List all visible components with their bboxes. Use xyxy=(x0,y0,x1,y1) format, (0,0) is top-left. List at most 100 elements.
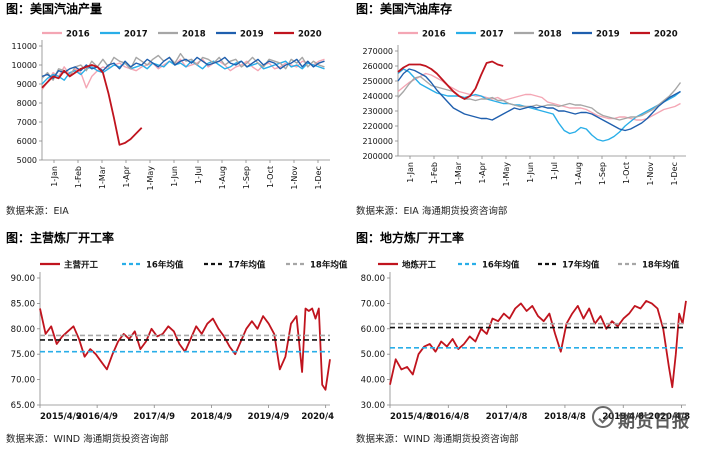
x-tick-label: 1-Jan xyxy=(50,166,59,187)
x-tick-label: 2019/4/8 xyxy=(602,412,644,422)
x-tick-label: 1-Jul xyxy=(550,162,559,180)
x-tick-label: 1-Sep xyxy=(242,166,251,189)
legend-label: 2017 xyxy=(480,30,504,40)
legend-label: 2019 xyxy=(596,30,620,40)
wechat-logo-icon xyxy=(592,406,614,428)
y-tick-label: 80.00 xyxy=(361,274,385,284)
x-tick-label: 1-Nov xyxy=(290,166,299,190)
legend-label: 18年均值 xyxy=(642,260,680,271)
legend-label: 2019 xyxy=(240,30,264,40)
x-tick-label: 1-Mar xyxy=(98,165,107,189)
chart-title: 图：主营炼厂开工率 xyxy=(6,231,115,245)
x-tick-label: 1-Jun xyxy=(526,162,535,183)
y-tick-label: 65.00 xyxy=(11,401,35,411)
y-tick-label: 10000 xyxy=(12,61,37,70)
y-tick-label: 9000 xyxy=(17,80,37,89)
legend-label: 2018 xyxy=(538,30,562,40)
y-tick-label: 270000 xyxy=(362,47,393,56)
y-tick-label: 260000 xyxy=(362,62,393,71)
gasoline-production-chart: 5000 6000 7000 8000 9000 10000 11000 1-Jan 1-Feb… xyxy=(12,30,330,191)
y-tick-label: 60.00 xyxy=(361,325,385,335)
legend-label: 16年均值 xyxy=(482,260,520,271)
y-tick-label: 50.00 xyxy=(361,350,385,360)
chart-panel-local-refinery-rate: 图：地方炼厂开工率 30.00 40.00 50.00 60.00 70.00 80.00… xyxy=(350,227,706,449)
legend-label: 18年均值 xyxy=(310,260,348,271)
series-line xyxy=(39,307,331,391)
x-tick-label: 1-Sep xyxy=(598,162,607,185)
y-tick-label: 210000 xyxy=(362,137,393,146)
x-tick-label: 2015/4/9 xyxy=(40,412,82,422)
chart-panel-main-refinery-rate: 图：主营炼厂开工率 65.00 70.00 75.00 80.00 85.00 90.00… xyxy=(0,227,350,449)
y-tick-label: 40.00 xyxy=(361,376,385,386)
y-tick-label: 220000 xyxy=(362,122,393,131)
y-tick-label: 5000 xyxy=(17,156,37,165)
x-tick-label: 1-Feb xyxy=(430,162,439,184)
chart-title: 图：美国汽油库存 xyxy=(356,2,453,16)
legend-label: 地炼开工 xyxy=(402,260,437,271)
chart-source: 数据来源：WIND 海通期货投资咨询部 xyxy=(356,434,519,445)
legend-label: 16年均值 xyxy=(146,260,184,271)
y-tick-label: 6000 xyxy=(17,137,37,146)
legend-label: 17年均值 xyxy=(562,260,600,271)
x-tick-label: 1-Dec xyxy=(670,162,679,185)
y-tick-label: 30.00 xyxy=(361,401,385,411)
x-tick-label: 1-Oct xyxy=(622,162,631,184)
watermark: 期货日报 xyxy=(588,404,698,432)
gasoline-inventory-chart: 200000 210000 220000 230000 240000 250000 2600… xyxy=(362,30,686,187)
x-tick-label: 1-Feb xyxy=(74,166,83,188)
y-tick-label: 11000 xyxy=(12,42,37,51)
y-tick-label: 90.00 xyxy=(11,274,35,284)
x-tick-label: 2017/4/8 xyxy=(486,412,528,422)
x-tick-label: 2016/4/8 xyxy=(427,412,469,422)
legend-label: 2016 xyxy=(422,30,446,40)
x-tick-label: 1-Mar xyxy=(454,161,463,185)
x-tick-label: 1-May xyxy=(502,162,511,187)
x-tick-label: 1-Nov xyxy=(646,162,655,186)
series-line xyxy=(397,68,681,142)
series-line xyxy=(397,75,682,121)
y-tick-label: 70.00 xyxy=(11,376,35,386)
y-tick-label: 240000 xyxy=(362,92,393,101)
x-tick-label: 1-Jun xyxy=(170,166,179,187)
y-tick-label: 230000 xyxy=(362,107,393,116)
legend-label: 17年均值 xyxy=(228,260,266,271)
series-line xyxy=(41,64,143,146)
x-tick-label: 2020/4/8 xyxy=(648,412,690,422)
chart-title: 图：地方炼厂开工率 xyxy=(356,231,465,245)
x-tick-label: 1-Aug xyxy=(574,162,583,185)
y-tick-label: 7000 xyxy=(17,118,37,127)
series-line xyxy=(397,60,504,100)
chart-panel-gasoline-inventory: 图：美国汽油库存 200000 210000 220000 230000 240000 2… xyxy=(350,0,706,220)
legend-label: 2020 xyxy=(654,30,678,40)
legend-label: 2020 xyxy=(298,30,322,40)
chart-source: 数据来源：EIA xyxy=(6,206,69,217)
x-tick-label: 2016/4/9 xyxy=(76,412,118,422)
watermark-text: 期货日报 xyxy=(618,412,690,432)
legend-label: 主营开工 xyxy=(64,260,99,271)
x-tick-label: 2019/4/9 xyxy=(248,412,290,422)
y-tick-label: 250000 xyxy=(362,77,393,86)
chart-panel-gasoline-production: 图：美国汽油产量 5000 6000 7000 8000 9000 10000 11000 1… xyxy=(0,0,350,220)
y-tick-label: 70.00 xyxy=(361,299,385,309)
x-tick-label: 1-Oct xyxy=(266,166,275,188)
local-refinery-rate-chart: 30.0040.0050.0060.0070.0080.002015/4/820… xyxy=(361,260,690,423)
chart-title: 图：美国汽油产量 xyxy=(6,2,103,16)
x-tick-label: 2015/4/8 xyxy=(390,412,432,422)
legend-label: 2018 xyxy=(182,30,206,40)
series-line xyxy=(41,60,325,85)
y-tick-label: 80.00 xyxy=(11,325,35,335)
x-tick-label: 2020/4 xyxy=(301,412,334,422)
legend-label: 2017 xyxy=(124,30,148,40)
x-tick-label: 1-May xyxy=(146,166,155,191)
main-refinery-rate-chart: 65.0070.0075.0080.0085.0090.002015/4/920… xyxy=(11,260,348,423)
x-tick-label: 2017/4/9 xyxy=(133,412,175,422)
x-tick-label: 1-Apr xyxy=(122,165,131,187)
x-tick-label: 2018/4/8 xyxy=(544,412,586,422)
chart-source: 数据来源：WIND 海通期货投资咨询部 xyxy=(6,434,169,445)
legend-label: 2016 xyxy=(66,30,90,40)
y-tick-label: 200000 xyxy=(362,152,393,161)
x-tick-label: 1-Aug xyxy=(218,166,227,189)
series-line xyxy=(41,58,325,91)
x-tick-label: 1-Dec xyxy=(314,166,323,189)
x-tick-label: 1-Jul xyxy=(194,166,203,184)
